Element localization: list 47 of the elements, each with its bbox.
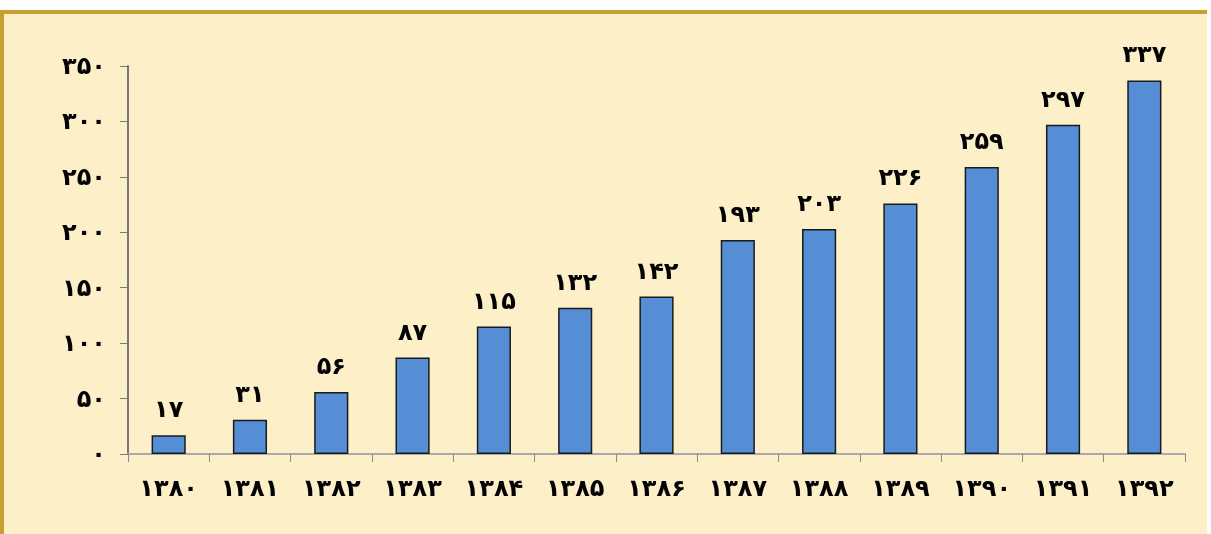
bar	[1045, 124, 1081, 454]
y-tick-label: ۵۰	[76, 384, 106, 413]
y-tick-label: ۳۵۰	[62, 52, 106, 80]
y-tick-label: ۲۰۰	[62, 218, 106, 247]
y-tick-label: ۱۰۰	[62, 329, 106, 358]
data-label: ۱۷	[154, 395, 184, 424]
y-tick-label: ۳۰۰	[62, 107, 106, 136]
x-tick-label: ۱۳۸۲	[301, 474, 361, 502]
y-tick-label: ۰	[91, 440, 106, 468]
bar	[639, 296, 674, 454]
x-tick-label: ۱۳۸۵	[545, 474, 605, 502]
bar	[151, 435, 186, 454]
bar	[395, 357, 430, 454]
data-label: ۲۰۳	[797, 188, 842, 217]
bar	[883, 203, 918, 454]
bar	[314, 391, 349, 454]
bar	[476, 326, 511, 454]
x-tick-label: ۱۳۸۱	[220, 474, 280, 502]
y-tick-label: ۱۵۰	[62, 273, 106, 302]
x-tick-label: ۱۳۸۳	[383, 474, 443, 502]
x-tick-label: ۱۳۹۲	[1115, 474, 1174, 502]
x-tick-label: ۱۳۸۰	[139, 474, 198, 502]
data-label: ۳۳۷	[1122, 40, 1167, 69]
data-label: ۱۴۲	[634, 256, 679, 285]
x-tick-label: ۱۳۹۰	[952, 474, 1012, 502]
data-label: ۸۷	[397, 317, 428, 346]
data-label: ۲۹۷	[1041, 84, 1086, 113]
x-tick-label: ۱۳۸۹	[871, 474, 931, 502]
data-label: ۳۱	[235, 379, 265, 408]
bar	[720, 240, 755, 454]
bar	[964, 166, 999, 454]
x-tick-label: ۱۳۸۸	[789, 474, 849, 502]
bar	[802, 228, 837, 454]
bar	[558, 307, 593, 454]
x-tick-label: ۱۳۸۷	[708, 474, 768, 502]
x-tick-label: ۱۳۸۴	[464, 474, 524, 502]
data-label: ۲۲۶	[878, 163, 923, 192]
bar	[1127, 80, 1162, 454]
data-label: ۱۳۲	[553, 267, 598, 296]
data-label: ۱۱۵	[471, 286, 516, 315]
x-tick-label: ۱۳۸۶	[627, 474, 686, 502]
y-tick-label: ۲۵۰	[62, 162, 106, 191]
data-label: ۱۹۳	[715, 200, 761, 229]
bar	[232, 419, 268, 454]
data-label: ۵۶	[316, 351, 346, 380]
x-tick-label: ۱۳۹۱	[1033, 474, 1093, 502]
data-label: ۲۵۹	[959, 126, 1005, 155]
